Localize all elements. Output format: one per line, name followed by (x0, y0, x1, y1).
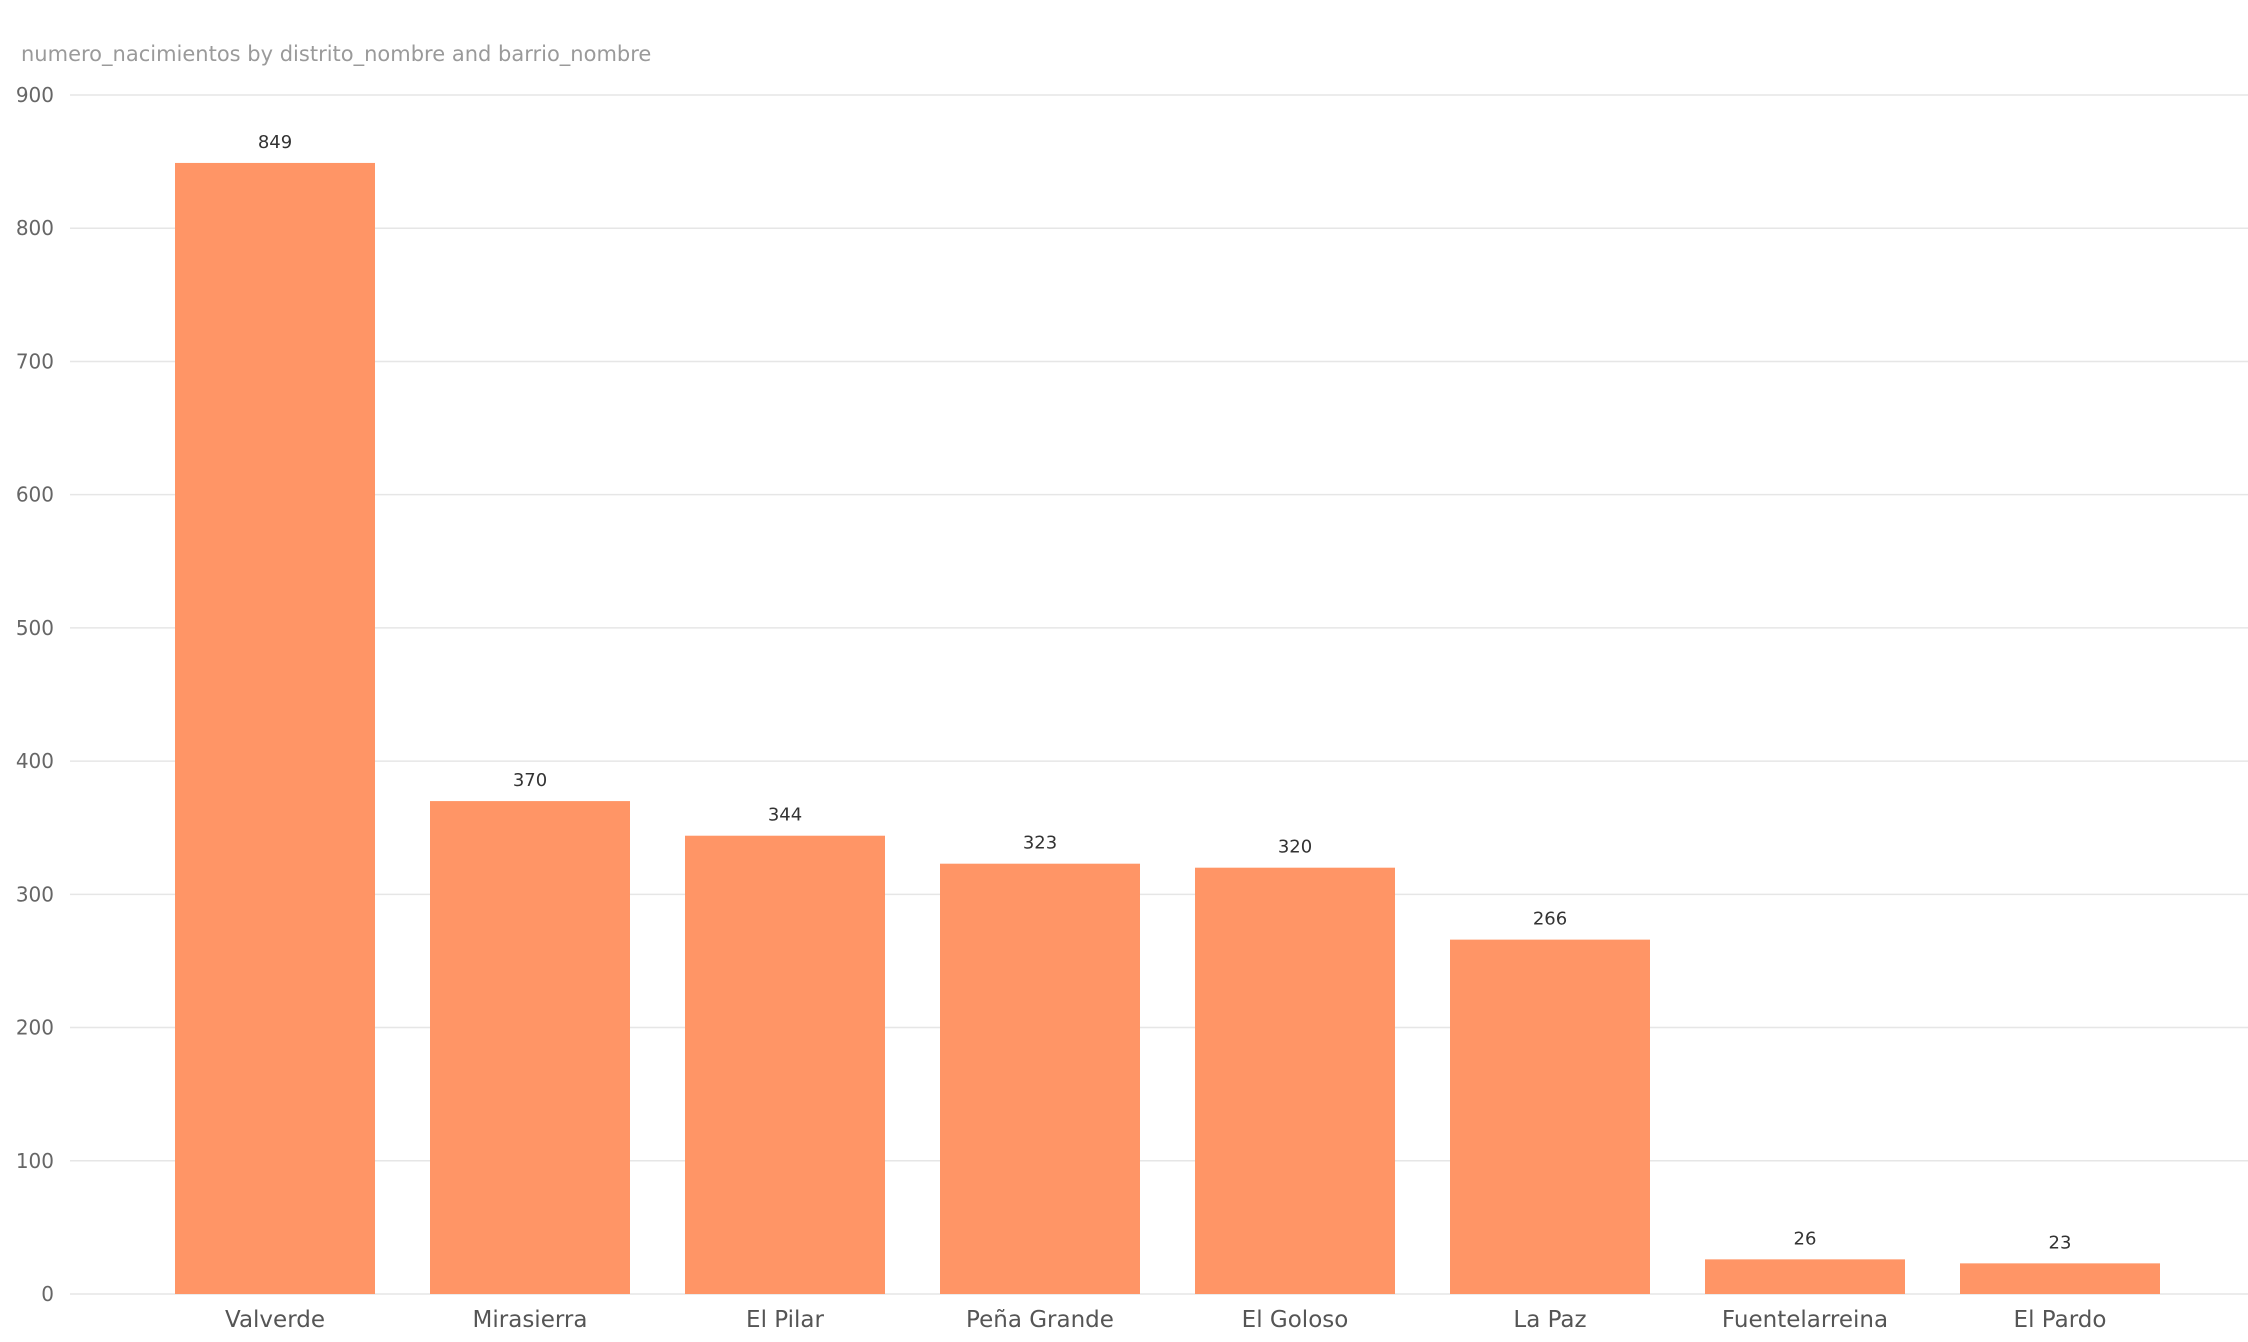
data-labels: 849 370 344 323 320 266 26 23 (258, 132, 2072, 1253)
y-tick-label: 900 (16, 83, 54, 107)
x-tick-label: Mirasierra (473, 1307, 588, 1333)
data-label: 320 (1278, 837, 1312, 858)
bars (175, 162, 2160, 1294)
bar (685, 835, 885, 1294)
x-tick-label: Peña Grande (966, 1307, 1114, 1333)
bar (430, 801, 630, 1294)
data-label: 323 (1023, 833, 1057, 854)
y-tick-label: 700 (16, 349, 54, 373)
data-label: 370 (513, 770, 547, 791)
data-label: 23 (2049, 1232, 2072, 1253)
x-tick-label: El Goloso (1242, 1307, 1349, 1333)
y-tick-label: 200 (16, 1016, 54, 1040)
x-tick-label: El Pardo (2014, 1307, 2107, 1333)
data-label: 849 (258, 132, 292, 153)
y-axis: 0 100 200 300 400 500 600 700 800 900 (16, 83, 54, 1306)
y-tick-label: 500 (16, 616, 54, 640)
chart-title: numero_nacimientos by distrito_nombre an… (21, 42, 652, 66)
x-tick-label: Valverde (225, 1307, 325, 1333)
y-tick-label: 100 (16, 1149, 54, 1173)
bar (175, 162, 375, 1294)
bar (1705, 1259, 1905, 1294)
y-tick-label: 300 (16, 882, 54, 906)
x-axis: Valverde Mirasierra El Pilar Peña Grande El … (225, 1307, 2106, 1333)
bar (940, 863, 1140, 1294)
bar (1195, 867, 1395, 1294)
y-tick-label: 0 (41, 1282, 54, 1306)
data-label: 266 (1533, 909, 1567, 930)
y-tick-label: 800 (16, 216, 54, 240)
y-tick-label: 400 (16, 749, 54, 773)
data-label: 26 (1794, 1228, 1817, 1249)
x-tick-label: La Paz (1513, 1307, 1586, 1333)
bar (1960, 1263, 2160, 1294)
x-tick-label: El Pilar (746, 1307, 824, 1333)
bar (1450, 939, 1650, 1294)
data-label: 344 (768, 805, 802, 826)
y-tick-label: 600 (16, 483, 54, 507)
gridlines (70, 94, 2248, 1295)
x-tick-label: Fuentelarreina (1722, 1307, 1888, 1333)
